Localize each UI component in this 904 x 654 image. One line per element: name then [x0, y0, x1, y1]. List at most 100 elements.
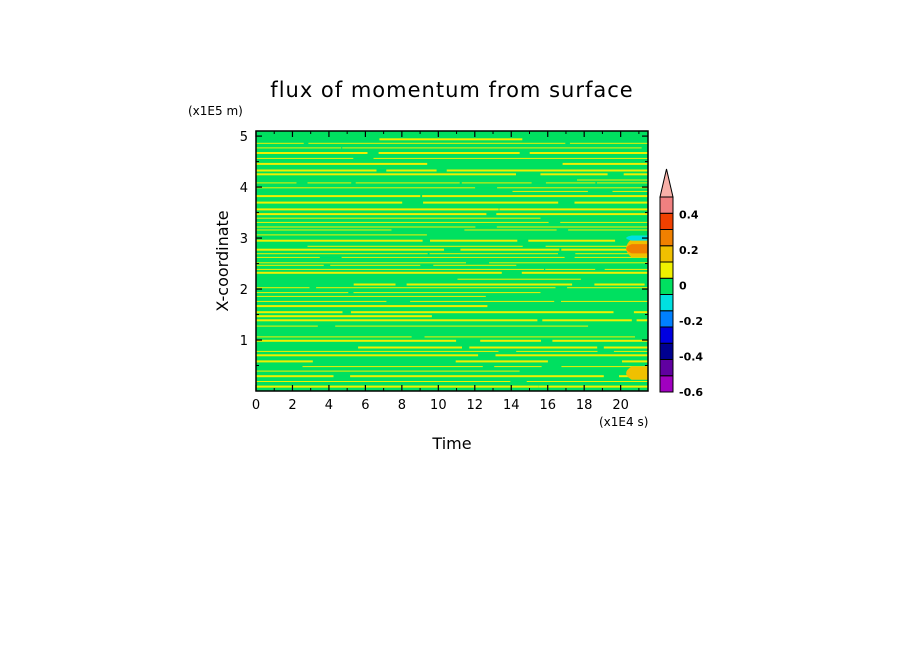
field-band: [256, 201, 403, 204]
field-band: [424, 336, 635, 338]
field-band: [256, 229, 392, 231]
field-band: [256, 319, 538, 322]
field-band: [526, 381, 648, 382]
field-band: [538, 385, 648, 388]
colorbar-tick-label: -0.4: [679, 351, 703, 364]
x-tick-label: 2: [288, 398, 296, 413]
field-band: [489, 262, 648, 264]
field-band: [256, 370, 520, 372]
field-band: [341, 256, 565, 258]
field-band: [622, 360, 648, 363]
colorbar-segment: [659, 326, 674, 344]
field-band: [495, 354, 648, 357]
field-band: [633, 311, 648, 314]
field-band: [561, 300, 648, 302]
field-band: [358, 346, 462, 349]
field-band: [575, 253, 648, 255]
colorbar-segment: [659, 261, 674, 279]
y-axis-unit: (x1E5 m): [188, 104, 243, 118]
field-band: [256, 292, 349, 294]
field-band: [256, 208, 499, 211]
field-band: [256, 268, 544, 270]
field-band: [373, 157, 648, 159]
field-band: [256, 315, 432, 318]
field-band: [342, 147, 642, 149]
field-band: [256, 187, 476, 189]
colorbar-tick-label: -0.6: [679, 386, 703, 399]
field-band: [256, 256, 320, 258]
field-band: [256, 157, 354, 159]
field-band: [256, 147, 342, 149]
y-axis-label: X-coordinate: [213, 210, 232, 311]
field-band: [542, 319, 632, 322]
field-band: [256, 271, 502, 274]
field-band: [379, 138, 523, 141]
field-band: [256, 350, 499, 352]
field-band: [355, 182, 460, 184]
field-band: [256, 217, 541, 219]
field-band: [350, 375, 604, 378]
field-band: [256, 360, 313, 363]
field-band: [529, 152, 648, 154]
x-axis-label: Time: [431, 434, 471, 453]
field-band: [256, 253, 428, 255]
field-band: [330, 264, 421, 266]
field-band: [496, 213, 648, 216]
field-feature: [626, 235, 648, 241]
field-band: [386, 169, 437, 172]
field-band: [567, 287, 648, 289]
field-band: [569, 142, 648, 144]
field-band: [256, 239, 423, 242]
field-band: [528, 239, 616, 242]
field-band: [256, 169, 377, 172]
field-band: [574, 201, 648, 204]
field-band: [552, 339, 648, 342]
field-band: [521, 271, 648, 274]
colorbar-tick-label: 0.2: [679, 244, 699, 257]
field-band: [430, 239, 518, 242]
field-band: [256, 336, 412, 338]
field-band: [545, 245, 645, 247]
field-band: [256, 264, 324, 266]
plot-frame: [255, 130, 649, 392]
field-band: [499, 208, 648, 211]
field-band: [512, 190, 588, 192]
field-band: [256, 287, 310, 289]
field-band: [256, 162, 428, 165]
field-band: [469, 346, 598, 349]
field-band: [335, 325, 589, 327]
field-band: [256, 354, 479, 357]
field-band: [446, 169, 648, 172]
field-band: [461, 182, 532, 184]
field-band: [256, 385, 539, 388]
field-band: [410, 300, 555, 302]
field-band: [455, 360, 548, 363]
colorbar-tick-label: 0.4: [679, 209, 699, 222]
field-band: [307, 182, 352, 184]
field-band: [497, 187, 648, 189]
x-tick-label: 14: [503, 398, 520, 413]
field-band: [256, 262, 348, 264]
x-tick-label: 8: [398, 398, 406, 413]
field-band: [561, 248, 648, 251]
field-band: [256, 311, 343, 314]
colorbar-extension: [659, 168, 674, 198]
field-band: [545, 268, 596, 270]
y-tick-label: 4: [240, 181, 248, 196]
y-tick-label: 2: [240, 283, 248, 298]
colorbar-segment: [659, 212, 674, 230]
field-band: [256, 152, 368, 154]
x-tick-label: 18: [576, 398, 593, 413]
field-band: [308, 142, 566, 144]
x-axis-unit: (x1E4 s): [599, 415, 648, 429]
field-band: [316, 287, 556, 289]
x-tick-label: 10: [430, 398, 447, 413]
field-band: [496, 226, 648, 228]
field-band: [594, 283, 645, 286]
x-tick-label: 12: [467, 398, 484, 413]
field-band: [516, 350, 598, 352]
field-band: [378, 152, 520, 154]
field-band: [429, 253, 558, 255]
x-tick-label: 6: [361, 398, 369, 413]
